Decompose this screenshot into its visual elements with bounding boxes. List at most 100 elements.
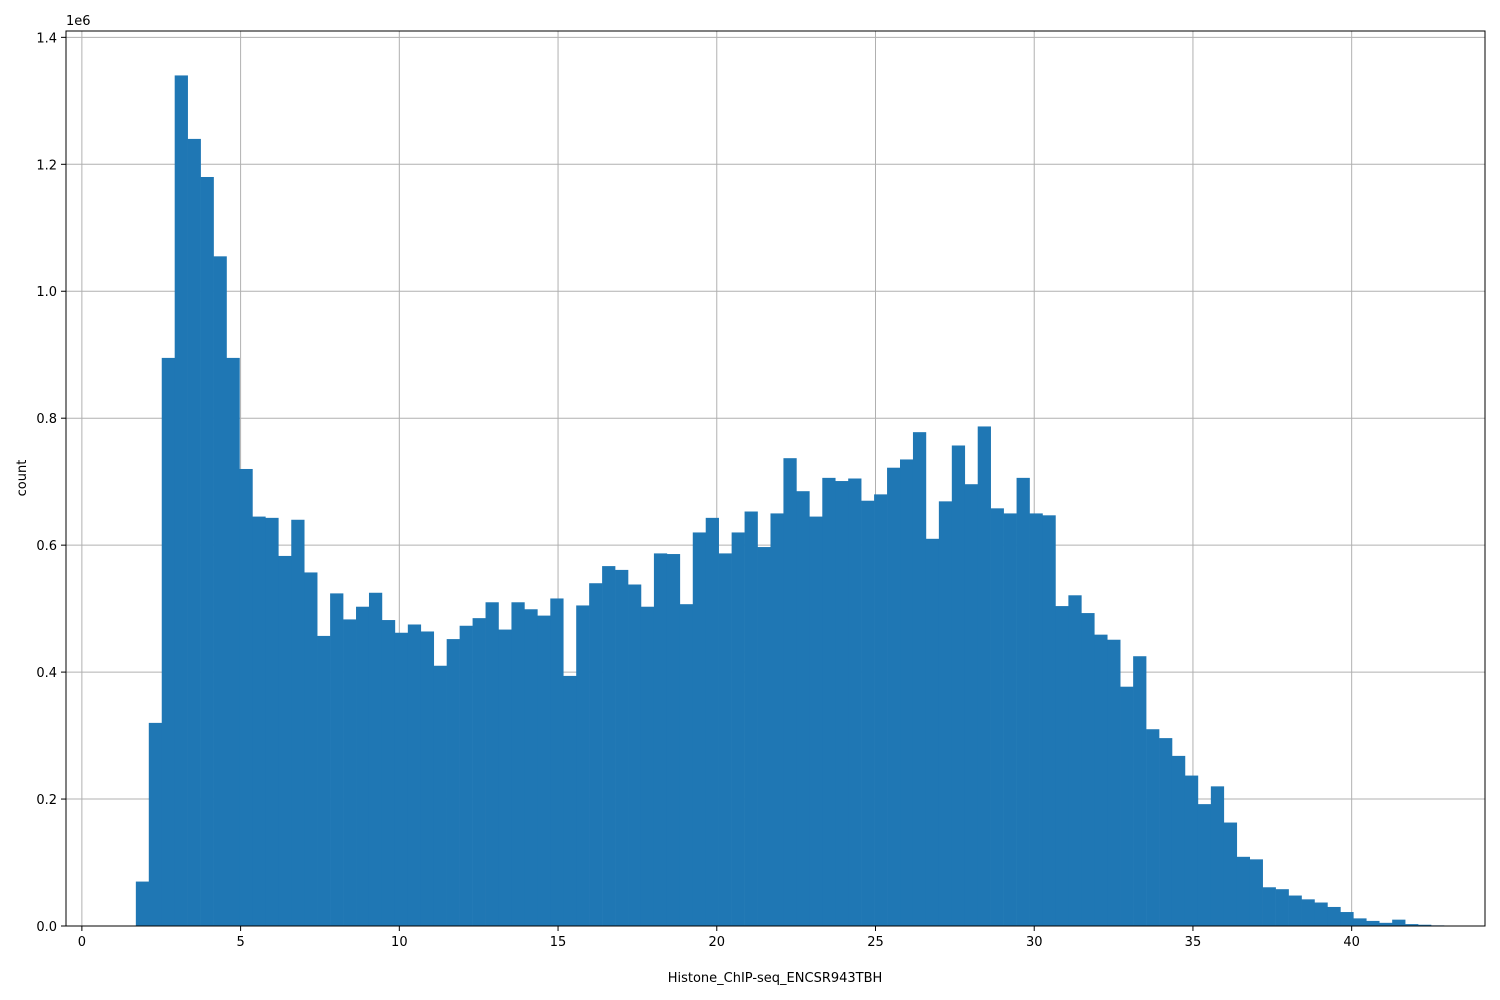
y-tick-label: 0.0 (36, 920, 57, 935)
x-tick-label: 20 (708, 935, 725, 950)
histogram-bar (1249, 859, 1263, 926)
histogram-bar (1327, 906, 1341, 926)
histogram-bar (861, 500, 875, 926)
histogram-bar (900, 459, 914, 926)
histogram-bar (420, 631, 435, 926)
histogram-bar (1288, 895, 1302, 926)
histogram-bar (524, 609, 538, 926)
histogram-bar (640, 606, 655, 926)
histogram-bar (368, 592, 383, 926)
histogram-bar (239, 468, 253, 926)
histogram-bar (589, 583, 603, 926)
histogram-bar (187, 138, 201, 926)
histogram-bar (990, 508, 1004, 926)
histogram-bar (1171, 755, 1186, 926)
histogram-bar (1107, 639, 1121, 926)
histogram-bar (1146, 729, 1160, 926)
x-tick-label: 25 (867, 935, 884, 950)
histogram-bar (1366, 920, 1380, 926)
x-tick-label: 35 (1185, 935, 1202, 950)
histogram-bar (330, 593, 344, 926)
histogram-bar (1029, 513, 1043, 926)
histogram-bar (161, 357, 175, 926)
histogram-bar (356, 606, 370, 926)
histogram-bar (1301, 899, 1315, 926)
histogram-bar (628, 584, 642, 926)
histogram-bar (213, 256, 227, 926)
histogram-bar (757, 547, 771, 926)
x-tick-label: 5 (236, 935, 244, 950)
histogram-bar (822, 477, 836, 926)
histogram-bar (174, 75, 188, 927)
histogram-bar (1055, 606, 1069, 926)
x-axis-label: Histone_ChIP-seq_ENCSR943TBH (668, 971, 883, 986)
histogram-bar (718, 553, 732, 926)
histogram-bar (563, 675, 577, 926)
histogram-bar (692, 532, 707, 926)
histogram-bar (615, 569, 629, 926)
histogram-bar (938, 501, 953, 926)
histogram-bar (1392, 919, 1406, 926)
histogram-bar (252, 516, 266, 926)
x-tick-label: 30 (1026, 935, 1043, 950)
histogram-bar (1159, 738, 1173, 926)
x-tick-label: 15 (550, 935, 567, 950)
histogram-bar (485, 602, 499, 926)
histogram-bar (1120, 686, 1134, 926)
histogram-bar (1184, 775, 1199, 926)
histogram-bar (744, 511, 758, 926)
histogram-bar (1405, 924, 1419, 926)
histogram-bar (783, 458, 797, 926)
y-axis-ticks: 0.0 0.2 0.4 0.6 0.8 1.0 1.2 1.4 (36, 31, 66, 935)
y-offset-label: 1e6 (66, 14, 91, 29)
histogram-bar (1003, 513, 1017, 926)
y-tick-label: 0.4 (36, 666, 57, 681)
histogram-bar (1197, 804, 1212, 926)
histogram-bar (1094, 634, 1108, 926)
histogram-bar (550, 598, 564, 926)
x-tick-label: 40 (1343, 935, 1360, 950)
histogram-bar (304, 572, 318, 926)
x-axis-ticks: 0 5 10 15 20 25 30 35 40 (78, 926, 1360, 950)
histogram-bar (1223, 822, 1238, 926)
histogram-bar (874, 494, 888, 926)
histogram-bar (731, 532, 745, 926)
histogram-bar (1236, 856, 1251, 926)
histogram-bar (1016, 477, 1030, 926)
y-tick-label: 1.2 (36, 158, 57, 173)
histogram-bar (226, 357, 240, 926)
histogram-bar (576, 605, 590, 926)
histogram-bar (770, 513, 784, 926)
histogram-bar (602, 566, 616, 926)
histogram-bar (848, 478, 862, 926)
histogram-bar (394, 632, 409, 926)
histogram-bar (1353, 918, 1367, 926)
histogram-bar (977, 426, 991, 926)
histogram-bar (278, 555, 292, 926)
histogram-bar (809, 516, 823, 926)
histogram-bar (925, 538, 940, 926)
x-tick-label: 10 (391, 935, 408, 950)
histogram-bar (1210, 786, 1225, 926)
y-axis-label: count (15, 460, 30, 497)
histogram-bar (912, 432, 927, 926)
y-tick-label: 0.6 (36, 539, 57, 554)
histogram-bar (1262, 887, 1276, 926)
histogram-bar (1314, 902, 1328, 926)
x-tick-label: 0 (78, 935, 86, 950)
histogram-bar (472, 618, 486, 926)
histogram-bar (796, 491, 810, 926)
histogram-bar (265, 517, 279, 926)
histogram-bar (1042, 515, 1056, 926)
histogram-bar (964, 484, 979, 926)
histogram-bar (1418, 924, 1432, 926)
histogram-bar (381, 620, 396, 926)
histogram-bar (1068, 595, 1082, 926)
histogram-bar (679, 604, 694, 926)
histogram-bar (407, 624, 422, 926)
histogram-bar (511, 602, 525, 926)
y-tick-label: 1.4 (36, 31, 57, 46)
y-tick-label: 1.0 (36, 285, 57, 300)
y-tick-label: 0.2 (36, 793, 57, 808)
